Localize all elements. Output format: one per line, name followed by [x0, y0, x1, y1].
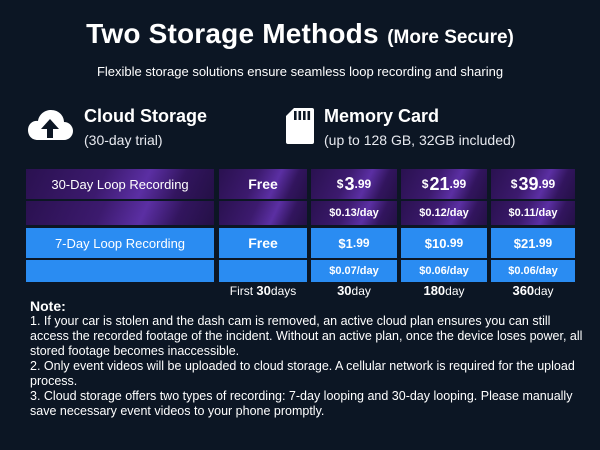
row-30day-price-180: $21.99 — [401, 169, 487, 199]
note-item-3: 3. Cloud storage offers two types of rec… — [30, 389, 573, 418]
duration-180: 180day — [401, 283, 487, 298]
row-7day-label: 7-Day Loop Recording — [26, 228, 214, 258]
notes-heading: Note: — [30, 298, 66, 314]
duration-number: 180 — [423, 283, 446, 298]
row-30day-blank-free — [219, 201, 307, 225]
title-sub: (More Secure) — [387, 27, 514, 48]
price-whole: $10 — [424, 235, 447, 251]
duration-number: 30 — [256, 283, 271, 298]
duration-30: 30day — [311, 283, 397, 298]
page-title: Two Storage Methods (More Secure) — [0, 18, 600, 50]
price-cents: .99 — [352, 236, 370, 250]
row-7day-free: Free — [219, 228, 307, 258]
row-30day-price-360: $39.99 — [491, 169, 575, 199]
row-30day-perday-360: $0.11/day — [491, 201, 575, 225]
duration-prefix: First — [229, 284, 257, 298]
notes-section: Note: 1. If your car is stolen and the d… — [30, 299, 590, 419]
row-7day-perday-30: $0.07/day — [311, 260, 397, 282]
row-7day-perday-180: $0.06/day — [401, 260, 487, 282]
price-whole: 3 — [344, 173, 355, 194]
price-cents: .99 — [449, 177, 467, 191]
price-cents: .99 — [538, 177, 556, 191]
row-30day-perday-30: $0.13/day — [311, 201, 397, 225]
duration-number: 30 — [337, 283, 352, 298]
note-item-1: 1. If your car is stolen and the dash ca… — [30, 314, 583, 358]
memory-card-desc: (up to 128 GB, 32GB included) — [324, 132, 516, 148]
title-main: Two Storage Methods — [86, 18, 379, 49]
price-cents: .99 — [535, 236, 553, 250]
row-30day-free: Free — [219, 169, 307, 199]
page-subtitle: Flexible storage solutions ensure seamle… — [96, 64, 504, 79]
price-cents: .99 — [446, 236, 464, 250]
row-30day-perday-180: $0.12/day — [401, 201, 487, 225]
price-whole: $21 — [513, 235, 536, 251]
duration-unit: day — [351, 284, 371, 298]
price-whole: 21 — [429, 173, 450, 194]
duration-360: 360day — [491, 283, 575, 298]
memory-card-name: Memory Card — [324, 106, 440, 126]
sd-card-icon — [286, 108, 314, 149]
row-7day-price-180: $10.99 — [401, 228, 487, 258]
duration-free: First 30days — [219, 283, 307, 298]
duration-number: 360 — [512, 283, 535, 298]
currency: $ — [336, 177, 344, 191]
row-30day-price-30: $3.99 — [311, 169, 397, 199]
duration-unit: day — [534, 284, 554, 298]
row-30day-label: 30-Day Loop Recording — [26, 169, 214, 199]
price-cents: .99 — [354, 177, 372, 191]
row-7day-blank-free — [219, 260, 307, 282]
duration-unit: day — [445, 284, 465, 298]
note-item-2: 2. Only event videos will be uploaded to… — [30, 359, 575, 388]
row-7day-price-30: $1.99 — [311, 228, 397, 258]
cloud-storage-desc: (30-day trial) — [84, 132, 163, 148]
row-7day-price-360: $21.99 — [491, 228, 575, 258]
cloud-storage-name: Cloud Storage — [84, 106, 208, 126]
row-7day-blank-label — [26, 260, 214, 282]
currency: $ — [510, 177, 518, 191]
price-whole: $1 — [338, 235, 353, 251]
row-30day-blank-label — [26, 201, 214, 225]
row-7day-perday-360: $0.06/day — [491, 260, 575, 282]
cloud-upload-icon — [26, 108, 74, 149]
duration-unit: days — [270, 284, 297, 298]
currency: $ — [421, 177, 429, 191]
price-whole: 39 — [518, 173, 539, 194]
